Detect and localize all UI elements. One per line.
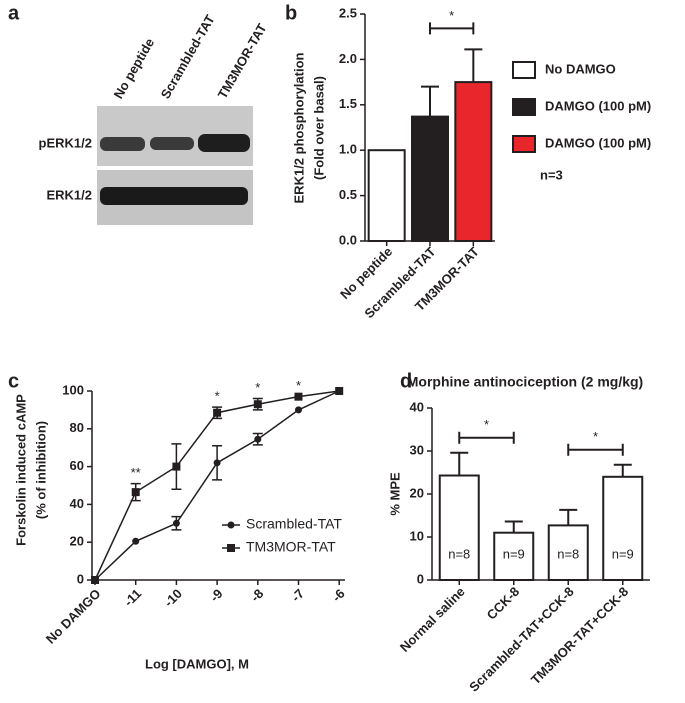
n-label: n=9	[503, 546, 525, 561]
error-bar	[421, 85, 439, 117]
point	[335, 387, 344, 395]
error-bar	[464, 48, 483, 83]
significance-label: *	[484, 417, 489, 432]
point	[253, 400, 262, 409]
legend-label: DAMGO (100 pM)	[545, 98, 651, 113]
x-tick-label: No DAMGO	[43, 586, 104, 647]
point	[254, 435, 262, 443]
row-label: pERK1/2	[39, 135, 92, 150]
row-label: ERK1/2	[46, 187, 92, 202]
point	[172, 462, 181, 471]
significance-label: *	[255, 380, 260, 395]
bar	[547, 524, 589, 582]
significance-label: *	[593, 429, 598, 444]
x-tick-label: -8	[248, 586, 267, 605]
legend-label: TM3MOR-TAT	[246, 539, 336, 555]
legend-label: No DAMGO	[545, 61, 616, 76]
bar	[411, 115, 449, 242]
significance-label: *	[449, 8, 454, 23]
x-tick-label: -10	[161, 586, 185, 610]
y-tick-label: 20	[410, 485, 424, 500]
y-tick-label: 100	[62, 382, 84, 397]
error-bar	[559, 508, 578, 526]
y-tick-label: 2.0	[339, 51, 357, 66]
lane-label: No peptide	[111, 36, 158, 102]
point	[213, 459, 221, 467]
x-tick-label: -7	[288, 586, 307, 605]
lane-label: Scrambled-TAT	[158, 12, 218, 101]
legend-label: DAMGO (100 pM)	[545, 135, 651, 150]
point	[91, 576, 99, 584]
point	[295, 406, 302, 414]
y-axis-label: ERK1/2 phosphorylation	[291, 52, 306, 203]
point	[132, 537, 140, 545]
bar	[454, 81, 493, 242]
error-bar	[613, 463, 632, 477]
y-tick-label: 40	[410, 399, 424, 414]
panel-label: b	[285, 2, 297, 24]
bar	[367, 149, 406, 242]
y-axis-label: (% of inhibition)	[33, 421, 48, 519]
legend-swatch	[512, 98, 536, 116]
y-axis-label: % MPE	[387, 472, 402, 516]
bar	[438, 474, 480, 582]
x-tick-label: Scrambled-TAT+CCK-8	[466, 584, 577, 695]
legend-swatch	[512, 135, 536, 153]
y-axis-label: (Fold over basal)	[311, 76, 326, 180]
y-tick-label: 10	[410, 528, 424, 543]
legend-marker	[227, 544, 235, 552]
x-tick-label: Normal saline	[397, 584, 468, 655]
significance-bracket	[458, 431, 515, 444]
x-tick-label: TM3MOR-TAT+CCK-8	[528, 584, 631, 687]
y-tick-label: 60	[70, 458, 84, 473]
blot-image	[97, 106, 253, 225]
y-tick-label: 80	[70, 420, 84, 435]
y-tick-label: 0.0	[339, 232, 357, 247]
y-tick-label: 1.0	[339, 142, 357, 157]
x-tick-label: -6	[329, 586, 348, 605]
significance-label: **	[131, 465, 141, 480]
x-tick-label: -9	[207, 586, 226, 605]
y-tick-label: 2.5	[339, 5, 357, 20]
point	[294, 392, 303, 401]
n-label: n=8	[448, 546, 470, 561]
legend-marker	[227, 521, 235, 529]
error-bar	[450, 451, 469, 476]
note: n=3	[540, 167, 563, 182]
x-tick-label: CCK-8	[484, 584, 523, 623]
bar	[602, 475, 644, 581]
n-label: n=8	[557, 546, 579, 561]
y-tick-label: 0	[77, 571, 84, 586]
y-tick-label: 0	[417, 571, 424, 586]
lane-label: TM3MOR-TAT	[215, 21, 270, 101]
y-tick-label: 1.5	[339, 96, 357, 111]
panel-label: a	[8, 2, 20, 24]
n-label: n=9	[612, 546, 634, 561]
significance-label: *	[296, 378, 301, 393]
point	[172, 519, 180, 527]
y-tick-label: 40	[70, 496, 84, 511]
point	[213, 408, 222, 417]
legend-swatch	[512, 61, 536, 79]
x-axis-label: Log [DAMGO], M	[145, 656, 249, 671]
y-axis-label: Forskolin induced cAMP	[13, 394, 28, 546]
significance-bracket	[567, 443, 624, 456]
panel-label: d	[400, 370, 412, 392]
panel-label: c	[8, 370, 19, 392]
point	[131, 488, 140, 497]
chart-title: Morphine antinociception (2 mg/kg)	[407, 374, 643, 390]
error-bar	[504, 520, 523, 533]
significance-label: *	[215, 389, 220, 404]
y-tick-label: 20	[70, 534, 84, 549]
x-tick-label: -11	[121, 586, 144, 609]
significance-bracket	[429, 22, 475, 35]
legend-label: Scrambled-TAT	[246, 516, 342, 532]
y-tick-label: 0.5	[339, 187, 357, 202]
y-tick-label: 30	[410, 442, 424, 457]
